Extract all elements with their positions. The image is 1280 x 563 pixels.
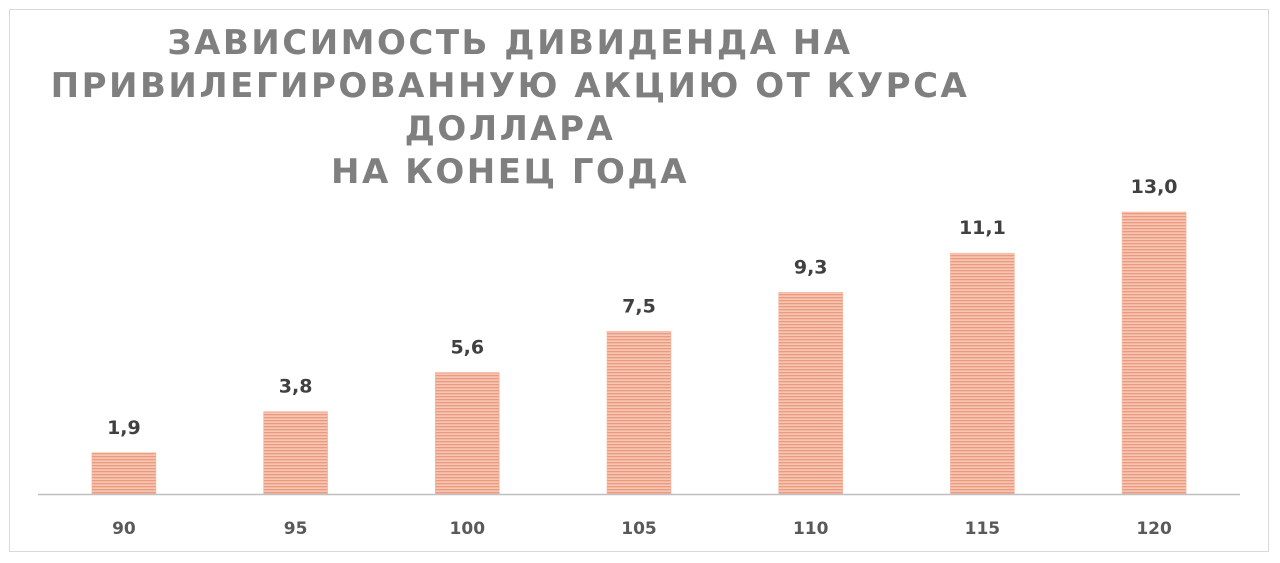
data-label-110: 9,3 <box>794 256 828 278</box>
data-label-90: 1,9 <box>107 417 141 439</box>
x-tick-labels: 90 95 100 105 110 115 120 <box>112 519 1172 539</box>
chart-title-line-3: НА КОНЕЦ ГОДА <box>330 152 690 192</box>
data-label-105: 7,5 <box>622 295 656 317</box>
x-tick-105: 105 <box>621 519 657 539</box>
chart-title: ЗАВИСИМОСТЬ ДИВИДЕНДА НА ПРИВИЛЕГИРОВАНН… <box>10 22 1010 194</box>
bar-105 <box>606 330 672 495</box>
x-tick-120: 120 <box>1136 519 1172 539</box>
data-labels: 1,9 3,8 5,6 7,5 9,3 11,1 13,0 <box>107 176 1177 439</box>
data-label-120: 13,0 <box>1131 176 1178 198</box>
x-tick-95: 95 <box>284 519 308 539</box>
bar-120 <box>1121 211 1187 495</box>
x-tick-110: 110 <box>793 519 829 539</box>
chart-title-line-1: ЗАВИСИМОСТЬ ДИВИДЕНДА НА <box>167 23 853 63</box>
data-label-95: 3,8 <box>279 376 313 398</box>
bar-series <box>91 211 1187 495</box>
bar-90 <box>91 452 157 495</box>
chart-title-line-2: ПРИВИЛЕГИРОВАННУЮ АКЦИЮ ОТ КУРСА ДОЛЛАРА <box>50 66 970 149</box>
x-tick-115: 115 <box>965 519 1001 539</box>
bar-115 <box>950 252 1015 495</box>
x-tick-90: 90 <box>112 519 136 539</box>
bar-100 <box>434 372 500 495</box>
data-label-100: 5,6 <box>450 337 484 359</box>
bar-110 <box>778 291 844 495</box>
data-label-115: 11,1 <box>959 217 1006 239</box>
bar-95 <box>263 411 328 495</box>
x-tick-100: 100 <box>450 519 486 539</box>
